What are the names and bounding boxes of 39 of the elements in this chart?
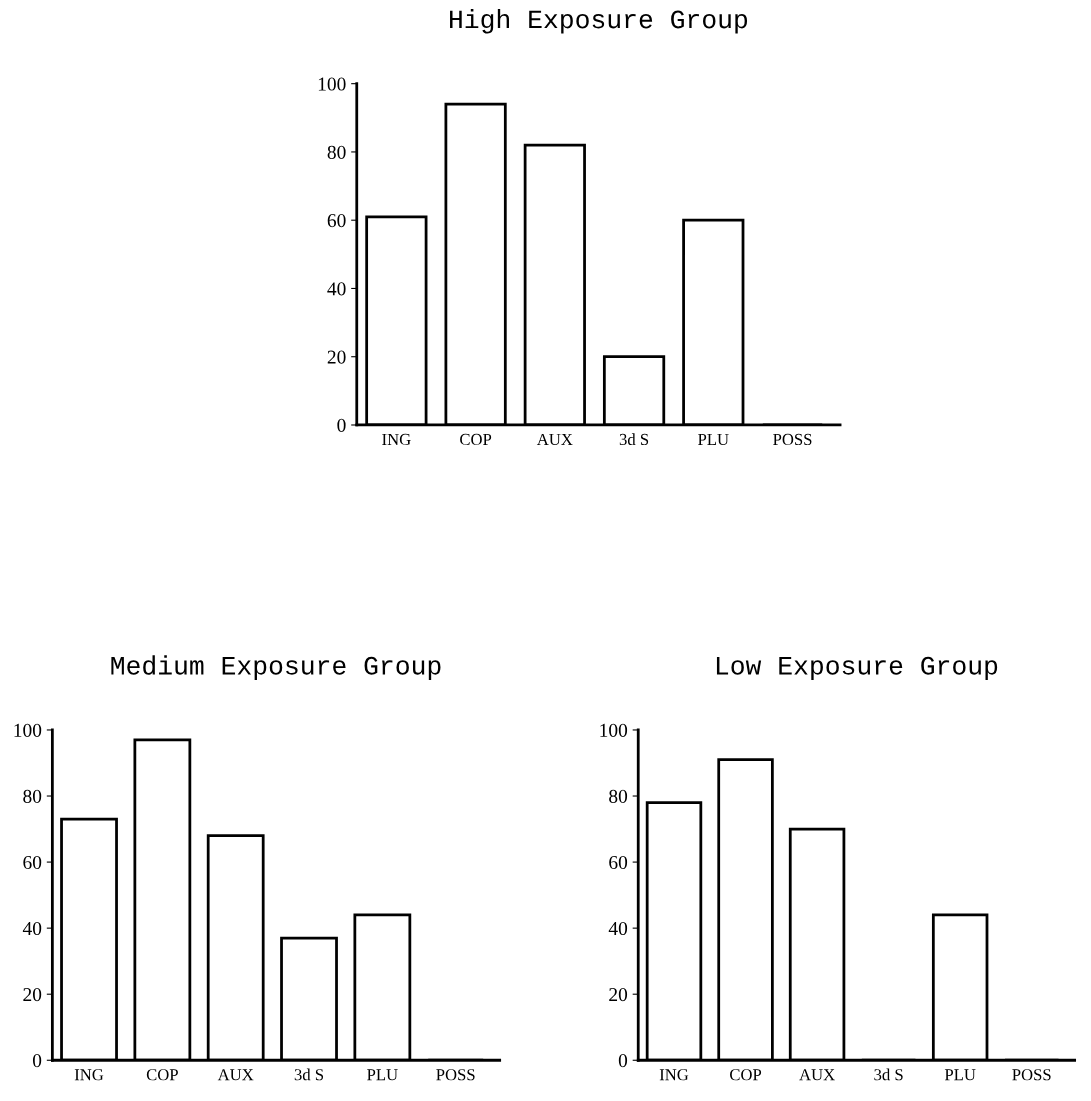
x-tick-label: 3d S bbox=[619, 433, 649, 446]
x-tick-label: ING bbox=[382, 433, 411, 446]
y-tick-label: 80 bbox=[327, 145, 346, 159]
x-tick-label: AUX bbox=[799, 1069, 835, 1081]
x-tick-label: COP bbox=[146, 1069, 178, 1081]
y-tick-label: 80 bbox=[609, 789, 628, 803]
chart-title: High Exposure Group bbox=[450, 9, 748, 34]
x-tick-label: ING bbox=[74, 1069, 104, 1081]
x-tick-label: 3d S bbox=[874, 1068, 903, 1081]
chart-title: Medium Exposure Group bbox=[111, 655, 441, 680]
x-tick-label: AUX bbox=[217, 1069, 254, 1081]
chart-title: Low Exposure Group bbox=[716, 656, 998, 680]
x-tick-label: COP bbox=[460, 433, 492, 446]
x-tick-label: POSS bbox=[1012, 1069, 1051, 1081]
x-tick-label: PLU bbox=[698, 433, 729, 446]
y-tick-label: 60 bbox=[23, 855, 42, 870]
x-tick-label: PLU bbox=[944, 1069, 976, 1081]
y-tick-label: 0 bbox=[618, 1054, 628, 1068]
x-tick-label: ING bbox=[659, 1069, 689, 1081]
y-tick-label: 0 bbox=[32, 1054, 42, 1068]
y-tick-label: 40 bbox=[327, 282, 346, 296]
y-tick-label: 100 bbox=[600, 723, 628, 737]
y-tick-label: 20 bbox=[327, 350, 346, 364]
y-tick-label: 100 bbox=[14, 723, 42, 737]
x-tick-label: COP bbox=[730, 1069, 762, 1081]
x-tick-label: POSS bbox=[773, 433, 812, 446]
y-tick-label: 40 bbox=[22, 921, 42, 936]
y-tick-label: 20 bbox=[609, 988, 628, 1002]
y-tick-label: 20 bbox=[23, 988, 42, 1002]
y-tick-label: 100 bbox=[318, 77, 346, 91]
y-tick-label: 40 bbox=[608, 921, 628, 936]
y-tick-label: 60 bbox=[609, 855, 628, 870]
y-tick-label: 80 bbox=[23, 789, 42, 803]
x-tick-label: POSS bbox=[436, 1069, 475, 1081]
x-tick-label: 3d S bbox=[294, 1068, 324, 1081]
y-tick-label: 0 bbox=[337, 418, 346, 432]
x-tick-label: AUX bbox=[536, 433, 573, 446]
x-tick-label: PLU bbox=[367, 1069, 398, 1081]
y-tick-label: 60 bbox=[327, 214, 346, 228]
